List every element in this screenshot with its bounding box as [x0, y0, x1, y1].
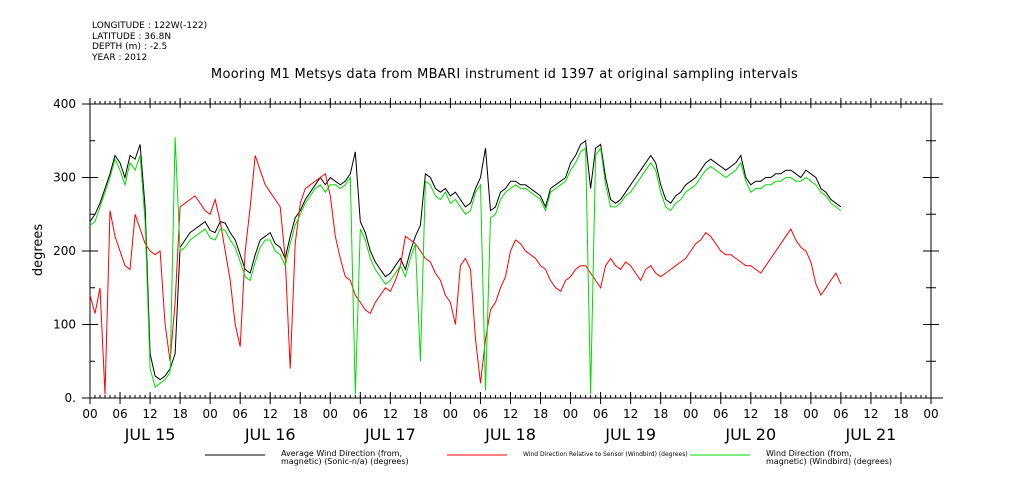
legend-label-2: Wind Direction (from,	[766, 449, 852, 458]
x-tick-label: 00	[82, 407, 97, 421]
series-layer	[89, 137, 842, 395]
x-tick-label: 06	[833, 407, 848, 421]
x-tick-label: 12	[503, 407, 518, 421]
series-line-2	[89, 137, 842, 395]
day-label: JUL 19	[604, 425, 656, 444]
x-tick-label: 12	[383, 407, 398, 421]
x-tick-label: 18	[773, 407, 788, 421]
legend: Average Wind Direction (from,magnetic) (…	[205, 449, 892, 466]
day-label: JUL 17	[364, 425, 416, 444]
day-label: JUL 21	[845, 425, 897, 444]
meta-year: YEAR : 2012	[92, 52, 148, 63]
x-tick-label: 18	[533, 407, 548, 421]
x-tick-label: 06	[233, 407, 248, 421]
chart-title: Mooring M1 Metsys data from MBARI instru…	[210, 67, 799, 82]
y-tick-label: 100	[53, 318, 76, 332]
x-tick-label: 12	[863, 407, 878, 421]
x-tick-label: 00	[803, 407, 818, 421]
legend-label-2: magnetic) (Windbird) (degrees)	[766, 457, 892, 466]
x-tick-label: 00	[923, 407, 938, 421]
x-tick-label: 06	[713, 407, 728, 421]
x-tick-label: 12	[142, 407, 157, 421]
series-line-0	[89, 139, 842, 381]
day-label: JUL 20	[724, 425, 776, 444]
x-tick-label: 12	[743, 407, 758, 421]
x-tick-label: 06	[593, 407, 608, 421]
x-tick-label: 18	[413, 407, 428, 421]
x-tick-label: 06	[473, 407, 488, 421]
day-label: JUL 18	[484, 425, 536, 444]
x-tick-label: 12	[263, 407, 278, 421]
x-tick-label: 00	[203, 407, 218, 421]
meta-longitude: LONGITUDE : 122W(-122)	[92, 21, 208, 31]
x-tick-label: 18	[172, 407, 187, 421]
y-tick-label: 300	[53, 171, 76, 185]
y-axis-label: degrees	[31, 224, 46, 277]
x-tick-label: 06	[112, 407, 127, 421]
legend-label-0: magnetic) (Sonic-n/a) (degrees)	[281, 457, 409, 466]
y-tick-label: 200	[53, 244, 76, 258]
metadata-block: LONGITUDE : 122W(-122) LATITUDE : 36.8N …	[92, 21, 207, 63]
meta-latitude: LATITUDE : 36.8N	[92, 31, 172, 42]
plot-axes: 0. 100 200 300 400 00 06 12 18 00 06 12 18 00 06 12 18 00…	[53, 97, 943, 444]
series-line-1	[89, 155, 842, 395]
day-label: JUL 16	[244, 425, 296, 444]
meta-depth: DEPTH (m) : -2.5	[92, 42, 168, 52]
x-tick-label: 06	[353, 407, 368, 421]
x-tick-label: 00	[443, 407, 458, 421]
x-tick-label: 12	[623, 407, 638, 421]
x-tick-label: 00	[323, 407, 338, 421]
x-tick-label: 18	[893, 407, 908, 421]
x-tick-label: 00	[563, 407, 578, 421]
legend-label-0: Average Wind Direction (from,	[281, 449, 402, 458]
day-label: JUL 15	[124, 425, 176, 444]
y-tick-label: 400	[53, 97, 76, 111]
legend-label-1: Wind Direction Relative to Sensor (Windb…	[523, 451, 688, 458]
y-tick-label: 0.	[65, 391, 76, 405]
x-tick-label: 18	[653, 407, 668, 421]
x-tick-label: 00	[683, 407, 698, 421]
x-tick-label: 18	[293, 407, 308, 421]
